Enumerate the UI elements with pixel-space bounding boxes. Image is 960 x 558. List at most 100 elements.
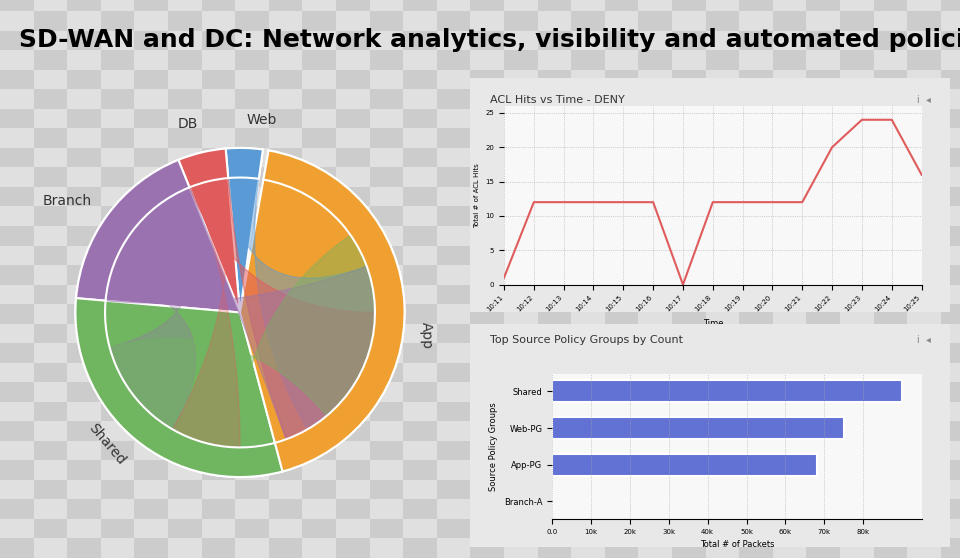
Bar	[67, 246, 101, 265]
Bar	[706, 148, 739, 167]
Bar	[840, 538, 874, 558]
Bar	[336, 50, 370, 70]
Bar	[941, 226, 960, 246]
Bar	[403, 167, 437, 187]
Bar	[269, 167, 302, 187]
Bar	[168, 441, 202, 460]
Bar	[235, 499, 269, 519]
Bar	[134, 324, 168, 343]
Bar	[739, 460, 773, 480]
Bar	[806, 167, 840, 187]
Bar	[403, 285, 437, 304]
Bar	[336, 206, 370, 226]
Bar	[605, 31, 638, 50]
Bar	[202, 206, 235, 226]
Bar	[168, 480, 202, 499]
Bar	[504, 226, 538, 246]
Bar	[269, 538, 302, 558]
Bar	[672, 70, 706, 89]
Bar	[605, 187, 638, 206]
Bar	[0, 265, 34, 285]
Bar	[168, 519, 202, 538]
Bar	[34, 499, 67, 519]
Bar	[638, 148, 672, 167]
Bar	[202, 226, 235, 246]
Bar	[168, 206, 202, 226]
X-axis label: Time: Time	[703, 319, 723, 328]
Bar	[739, 441, 773, 460]
Bar	[202, 421, 235, 441]
Bar	[941, 304, 960, 324]
Bar	[302, 343, 336, 363]
Bar	[840, 421, 874, 441]
Bar	[672, 0, 706, 11]
Bar	[437, 206, 470, 226]
Bar	[907, 538, 941, 558]
Polygon shape	[109, 235, 375, 448]
Bar	[739, 324, 773, 343]
Bar	[370, 382, 403, 402]
Bar	[605, 11, 638, 31]
Bar	[672, 11, 706, 31]
Bar	[0, 402, 34, 421]
Bar	[941, 519, 960, 538]
Bar	[773, 226, 806, 246]
Bar	[638, 128, 672, 148]
Bar	[470, 343, 504, 363]
Bar	[0, 70, 34, 89]
Bar	[840, 304, 874, 324]
Bar	[235, 363, 269, 382]
Bar	[773, 206, 806, 226]
Bar	[67, 109, 101, 128]
Bar	[269, 304, 302, 324]
Bar	[470, 128, 504, 148]
Bar	[101, 0, 134, 11]
Bar	[202, 285, 235, 304]
Bar	[773, 343, 806, 363]
Bar	[672, 167, 706, 187]
Bar	[168, 226, 202, 246]
Y-axis label: Source Policy Groups: Source Policy Groups	[490, 402, 498, 491]
Bar	[302, 480, 336, 499]
Bar	[0, 187, 34, 206]
Bar	[0, 148, 34, 167]
Bar	[101, 265, 134, 285]
Bar	[0, 343, 34, 363]
Bar	[706, 167, 739, 187]
Bar	[101, 109, 134, 128]
Bar	[336, 89, 370, 109]
Bar	[101, 31, 134, 50]
Bar	[840, 343, 874, 363]
Bar	[269, 421, 302, 441]
Bar	[403, 363, 437, 382]
Bar	[571, 167, 605, 187]
Bar	[941, 538, 960, 558]
Bar	[538, 460, 571, 480]
Bar	[605, 441, 638, 460]
Bar	[605, 499, 638, 519]
Bar	[370, 421, 403, 441]
Bar	[134, 460, 168, 480]
Bar	[840, 0, 874, 11]
Bar	[470, 70, 504, 89]
Bar	[672, 304, 706, 324]
Bar	[202, 0, 235, 11]
Bar	[101, 519, 134, 538]
Bar	[101, 89, 134, 109]
Bar	[773, 441, 806, 460]
Bar	[470, 460, 504, 480]
Bar	[672, 363, 706, 382]
Bar	[470, 304, 504, 324]
Bar	[773, 167, 806, 187]
Bar	[0, 324, 34, 343]
Bar	[538, 148, 571, 167]
Bar	[706, 460, 739, 480]
Text: Top Source Policy Groups by Count: Top Source Policy Groups by Count	[490, 335, 683, 345]
Bar	[235, 0, 269, 11]
Bar	[168, 109, 202, 128]
Bar	[0, 109, 34, 128]
Bar	[504, 50, 538, 70]
Bar	[403, 441, 437, 460]
Bar	[336, 519, 370, 538]
Bar	[437, 109, 470, 128]
